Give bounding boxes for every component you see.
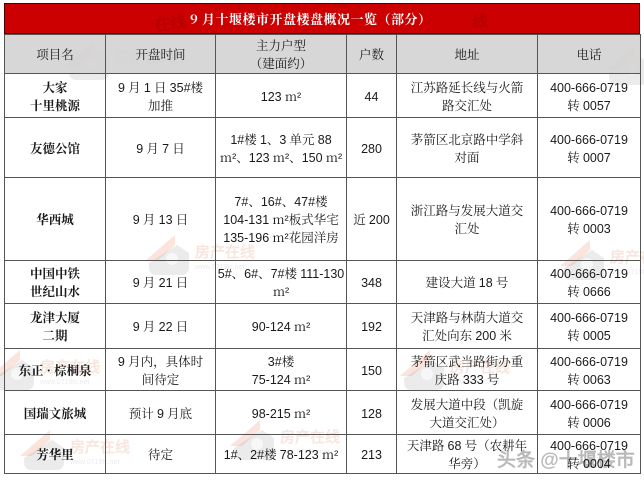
svg-text:在线: 在线: [153, 12, 187, 34]
